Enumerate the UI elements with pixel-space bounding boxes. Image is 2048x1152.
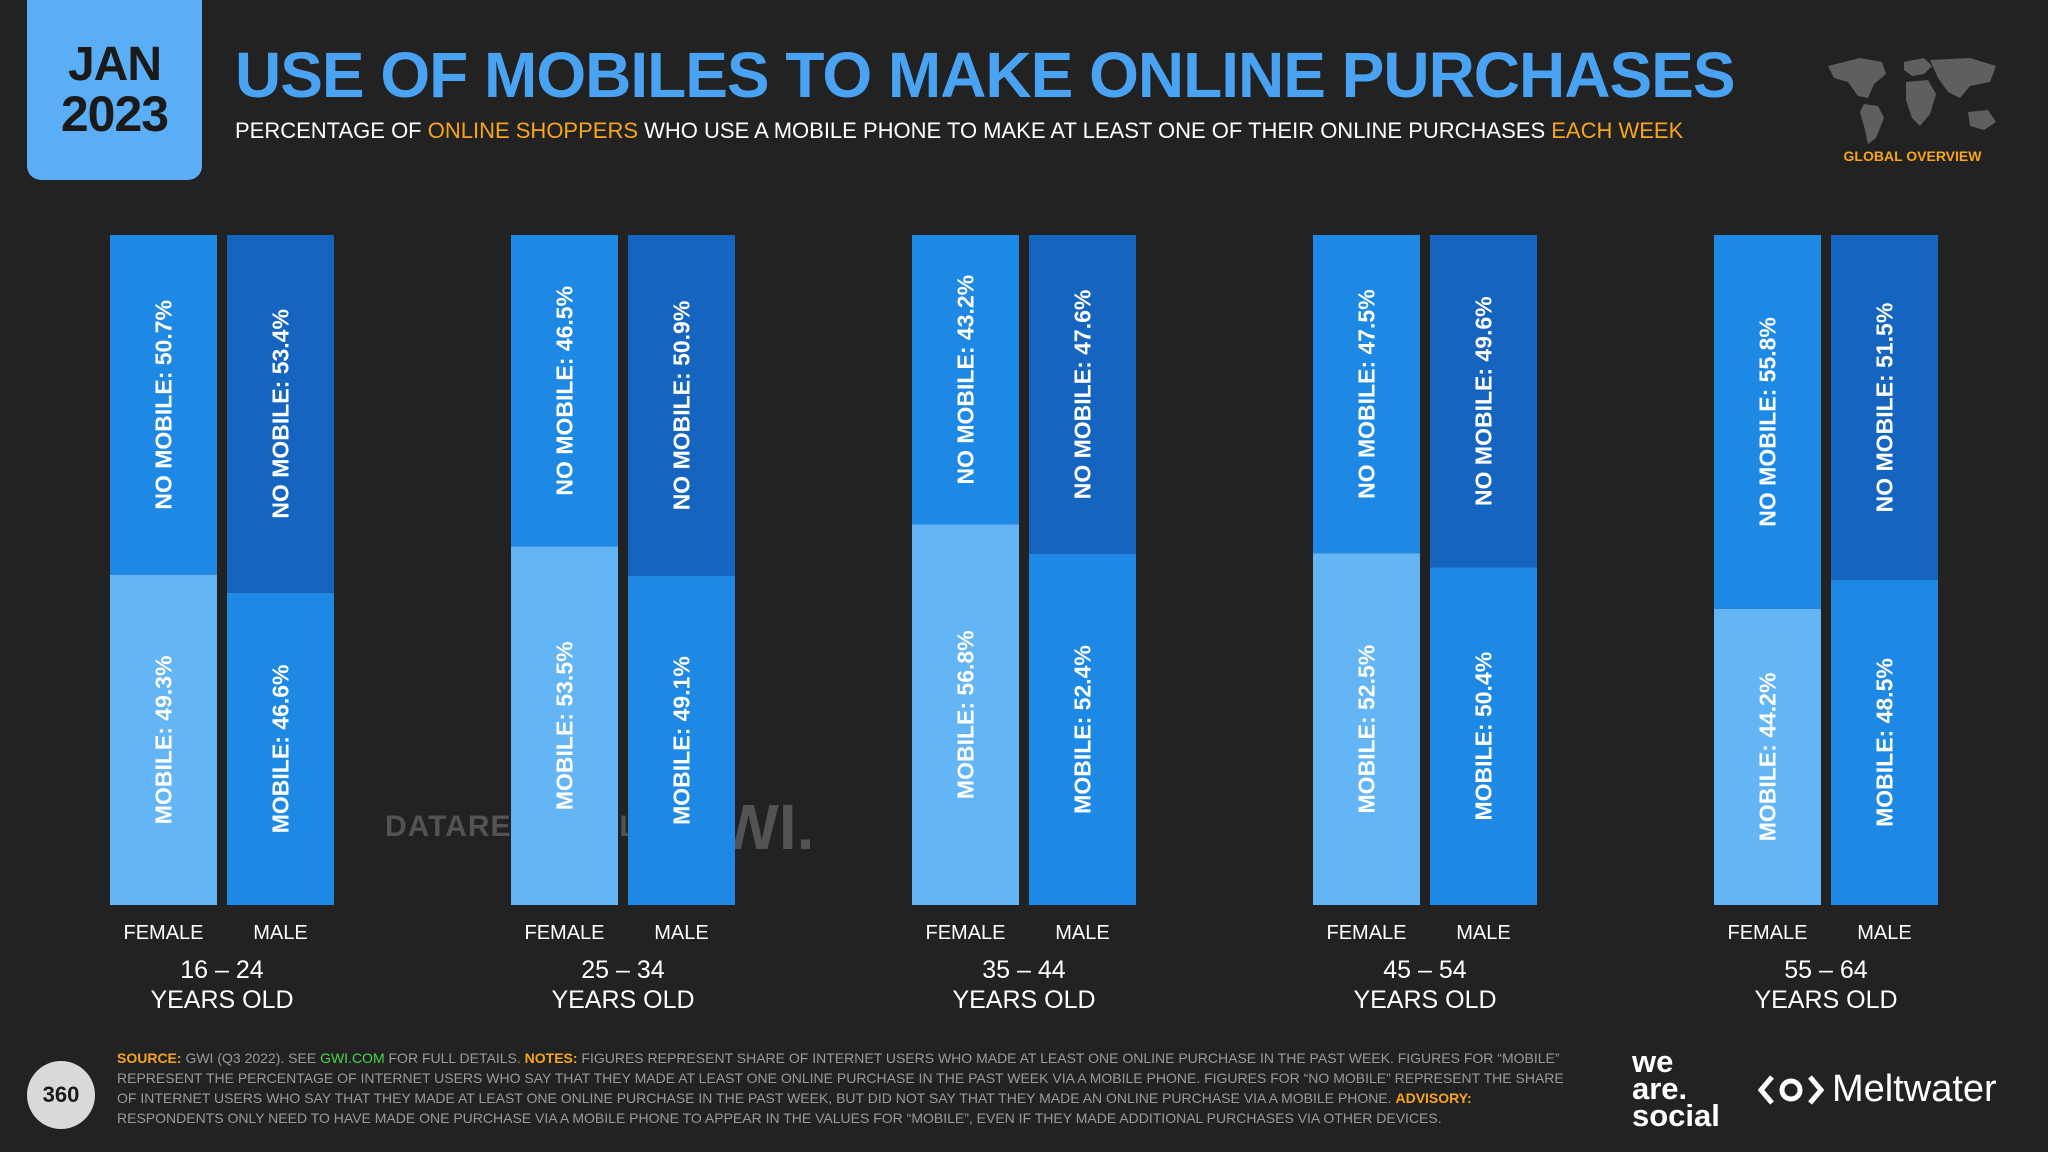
- gender-label: FEMALE: [524, 922, 604, 944]
- bar-no-mobile-segment: [1831, 235, 1938, 581]
- bar-mobile-label: MOBILE: 44.2%: [1755, 673, 1781, 842]
- bar-mobile-label: MOBILE: 46.6%: [268, 665, 294, 834]
- bar-mobile-segment: [1313, 553, 1420, 905]
- bar-no-mobile-segment: [628, 235, 735, 577]
- gender-label: MALE: [253, 922, 307, 944]
- bar-mobile-segment: [1831, 580, 1938, 905]
- bar-no-mobile-segment: [1714, 235, 1821, 609]
- bar-mobile-label: MOBILE: 52.4%: [1070, 645, 1096, 814]
- bar-mobile-label: MOBILE: 53.5%: [552, 641, 578, 810]
- subtitle-highlight-2: EACH WEEK: [1551, 118, 1684, 143]
- page-number: 360: [27, 1061, 95, 1129]
- bar-no-mobile-label: NO MOBILE: 47.6%: [1070, 290, 1096, 500]
- bar-mobile-segment: [628, 576, 735, 905]
- bar-no-mobile-segment: [511, 235, 618, 547]
- bar-mobile-segment: [227, 592, 334, 905]
- bar-no-mobile-segment: [1029, 235, 1136, 554]
- global-overview-label: GLOBAL OVERVIEW: [1843, 148, 1982, 164]
- page-title: USE OF MOBILES TO MAKE ONLINE PURCHASES: [235, 39, 1735, 111]
- date-badge: JAN 2023: [27, 0, 202, 180]
- bar-no-mobile-label: NO MOBILE: 55.8%: [1755, 317, 1781, 527]
- meltwater-text: Meltwater: [1832, 1068, 1997, 1110]
- source-link[interactable]: GWI.COM: [320, 1050, 385, 1066]
- bar-no-mobile-label: NO MOBILE: 51.5%: [1872, 303, 1898, 513]
- age-group-sublabel: YEARS OLD: [150, 986, 293, 1014]
- source-text-2: FOR FULL DETAILS.: [384, 1050, 525, 1066]
- age-group-label: 25 – 34: [581, 956, 665, 984]
- gender-label: MALE: [1456, 922, 1510, 944]
- bar-mobile-label: MOBILE: 49.1%: [669, 656, 695, 825]
- brand-line-1: we: [1632, 1044, 1674, 1079]
- age-group-label: 35 – 44: [982, 956, 1066, 984]
- stacked-bar-chart: NO MOBILE: 50.7% MOBILE: 49.3% FEMALE NO MO…: [110, 235, 1938, 1014]
- bar-mobile-segment: [1714, 608, 1821, 905]
- meltwater-logo: Meltwater: [1758, 1068, 1997, 1111]
- gender-label: MALE: [654, 922, 708, 944]
- notes-text: FIGURES REPRESENT SHARE OF INTERNET USER…: [117, 1050, 1564, 1106]
- brand-line-2: are.: [1632, 1071, 1688, 1106]
- gender-label: MALE: [1055, 922, 1109, 944]
- bar-no-mobile-label: NO MOBILE: 46.5%: [552, 286, 578, 496]
- bar-mobile-segment: [511, 546, 618, 905]
- advisory-label: ADVISORY:: [1395, 1090, 1472, 1106]
- bar-mobile-label: MOBILE: 48.5%: [1872, 658, 1898, 827]
- age-group-sublabel: YEARS OLD: [1353, 986, 1496, 1014]
- subtitle-part-1: PERCENTAGE OF: [235, 118, 428, 143]
- age-group-sublabel: YEARS OLD: [952, 986, 1095, 1014]
- bar-no-mobile-segment: [110, 235, 217, 575]
- date-month: JAN: [67, 38, 162, 91]
- bar-no-mobile-segment: [1313, 235, 1420, 554]
- bar-mobile-label: MOBILE: 56.8%: [953, 630, 979, 799]
- date-year: 2023: [60, 86, 169, 142]
- gender-label: FEMALE: [1727, 922, 1807, 944]
- bar-no-mobile-segment: [912, 235, 1019, 525]
- notes-label: NOTES:: [524, 1050, 578, 1066]
- bar-no-mobile-label: NO MOBILE: 50.9%: [669, 301, 695, 511]
- gender-label: MALE: [1857, 922, 1911, 944]
- bar-mobile-label: MOBILE: 52.5%: [1354, 645, 1380, 814]
- source-label: SOURCE:: [117, 1050, 182, 1066]
- bar-mobile-segment: [1029, 553, 1136, 905]
- bar-mobile-segment: [912, 524, 1019, 905]
- bar-mobile-segment: [1430, 567, 1537, 905]
- bar-no-mobile-label: NO MOBILE: 53.4%: [268, 309, 294, 519]
- gender-label: FEMALE: [1326, 922, 1406, 944]
- page-subtitle: PERCENTAGE OF ONLINE SHOPPERS WHO USE A …: [235, 118, 1683, 144]
- age-group-label: 55 – 64: [1784, 956, 1868, 984]
- age-group-label: 16 – 24: [180, 956, 264, 984]
- meltwater-mark-icon: [1758, 1074, 1824, 1105]
- age-group-sublabel: YEARS OLD: [1754, 986, 1897, 1014]
- source-text-1: GWI (Q3 2022). SEE: [181, 1050, 321, 1066]
- age-group-sublabel: YEARS OLD: [551, 986, 694, 1014]
- bar-mobile-label: MOBILE: 50.4%: [1471, 652, 1497, 821]
- bar-no-mobile-label: NO MOBILE: 43.2%: [953, 275, 979, 485]
- subtitle-part-3: WHO USE A MOBILE PHONE TO MAKE AT LEAST …: [638, 118, 1552, 143]
- bar-no-mobile-segment: [227, 235, 334, 593]
- brand-line-3: social: [1632, 1098, 1720, 1133]
- subtitle-highlight-1: ONLINE SHOPPERS: [427, 118, 639, 143]
- footnote: SOURCE: GWI (Q3 2022). SEE GWI.COM FOR F…: [117, 1048, 1577, 1128]
- gender-label: FEMALE: [123, 922, 203, 944]
- we-are-social-logo: we are. social: [1632, 1044, 1720, 1133]
- bar-no-mobile-segment: [1430, 235, 1537, 568]
- bar-no-mobile-label: NO MOBILE: 47.5%: [1354, 289, 1380, 499]
- bar-no-mobile-label: NO MOBILE: 50.7%: [151, 300, 177, 510]
- advisory-text: RESPONDENTS ONLY NEED TO HAVE MADE ONE P…: [117, 1110, 1442, 1126]
- gender-label: FEMALE: [925, 922, 1005, 944]
- bar-mobile-segment: [110, 574, 217, 905]
- bar-no-mobile-label: NO MOBILE: 49.6%: [1471, 296, 1497, 506]
- world-map-icon: [1828, 58, 1996, 144]
- age-group-label: 45 – 54: [1383, 956, 1467, 984]
- bar-mobile-label: MOBILE: 49.3%: [151, 655, 177, 824]
